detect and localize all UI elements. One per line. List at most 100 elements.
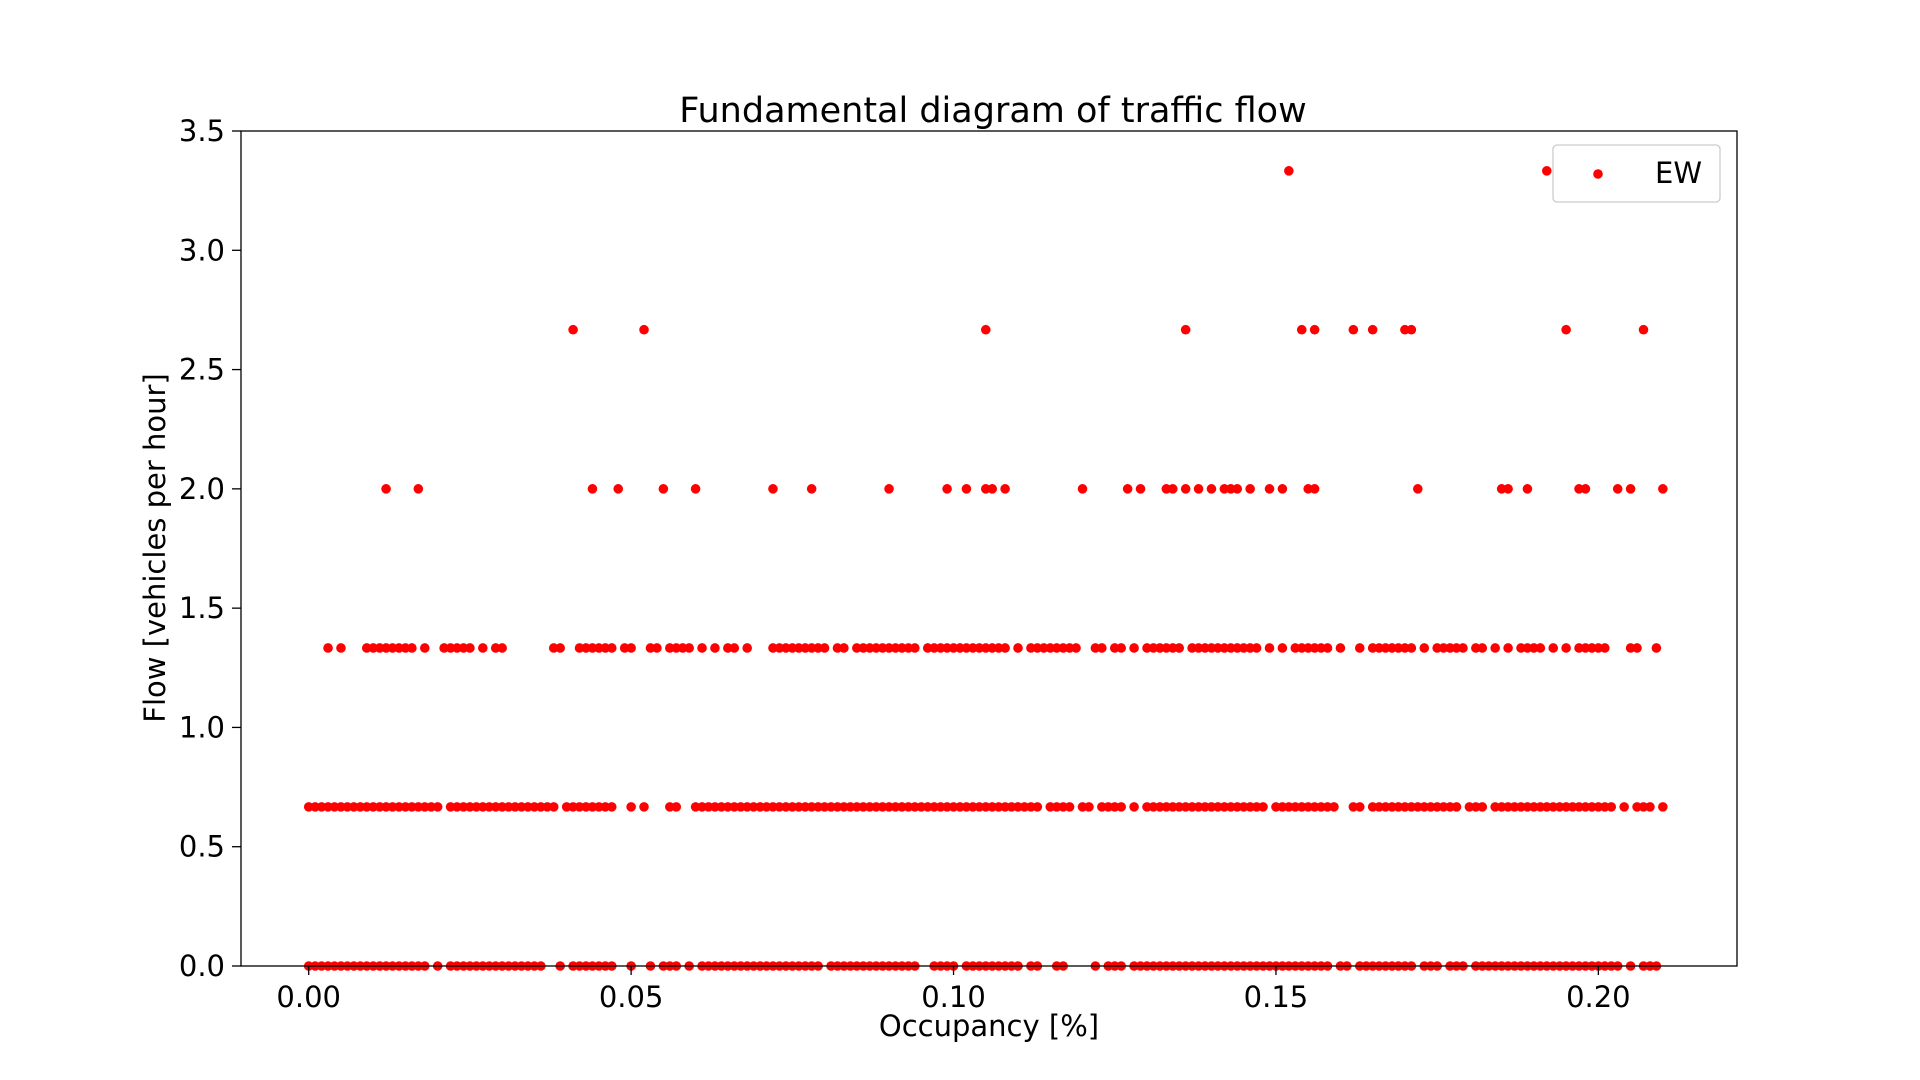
data-point — [1000, 484, 1010, 494]
y-axis-title: Flow [vehicles per hour] — [138, 373, 172, 722]
data-point — [1180, 324, 1191, 335]
x-tick-label: 0.00 — [276, 980, 341, 1014]
data-point — [684, 643, 694, 653]
data-point — [1129, 802, 1139, 812]
data-point — [1322, 643, 1333, 653]
data-point — [1335, 643, 1346, 653]
y-axis-ticks: 0.0 0.5 1.0 1.5 2.0 2.5 3.0 3.5 — [179, 114, 241, 983]
x-axis-ticks: 0.00 0.05 0.10 0.15 0.20 — [276, 966, 1631, 1014]
y-tick-label: 3.0 — [179, 233, 225, 267]
data-point — [1580, 484, 1591, 494]
data-point — [1658, 802, 1668, 812]
x-tick-label: 0.20 — [1566, 980, 1631, 1014]
data-point — [806, 484, 817, 494]
x-axis-title: Occupancy [%] — [879, 1009, 1099, 1043]
data-point — [1632, 643, 1642, 653]
data-point — [1251, 643, 1262, 653]
data-point — [910, 643, 920, 653]
y-tick-label: 2.5 — [179, 353, 225, 387]
data-point — [1477, 643, 1488, 653]
data-point — [1612, 484, 1623, 494]
data-point — [1277, 484, 1288, 494]
data-point — [497, 643, 507, 653]
data-point — [1406, 643, 1417, 653]
x-tick-label: 0.05 — [599, 980, 664, 1014]
data-point — [1419, 643, 1430, 653]
data-point — [690, 484, 701, 494]
data-point — [568, 324, 578, 335]
y-tick-label: 1.0 — [179, 710, 225, 744]
data-point — [381, 484, 391, 494]
data-point — [819, 643, 830, 653]
data-point — [839, 643, 849, 653]
data-point — [1658, 484, 1668, 494]
data-point — [1296, 324, 1307, 335]
data-point — [987, 484, 998, 494]
data-point — [407, 643, 417, 653]
data-point — [1600, 643, 1610, 653]
data-point — [639, 324, 649, 335]
data-point — [1097, 643, 1107, 653]
data-point — [548, 802, 559, 812]
data-point — [1264, 484, 1275, 494]
x-tick-label: 0.15 — [1244, 980, 1309, 1014]
data-point — [478, 643, 488, 653]
data-point — [697, 643, 707, 653]
y-tick-label: 0.0 — [179, 949, 225, 983]
x-tick-label: 0.10 — [921, 980, 986, 1014]
data-point — [626, 802, 636, 812]
data-point — [323, 643, 333, 653]
data-point — [1606, 802, 1617, 812]
legend: EW — [1552, 144, 1721, 203]
y-tick-label: 0.5 — [179, 830, 225, 864]
data-point — [1122, 484, 1133, 494]
data-point — [1561, 643, 1571, 653]
data-point — [1071, 643, 1081, 653]
data-point — [729, 643, 740, 653]
data-point — [1406, 324, 1417, 335]
data-point — [606, 643, 617, 653]
data-point — [1413, 484, 1423, 494]
data-point — [465, 643, 475, 653]
data-point — [626, 643, 636, 653]
data-point — [1232, 484, 1243, 494]
data-point — [1503, 643, 1513, 653]
data-point — [1258, 802, 1268, 812]
data-point — [555, 643, 565, 653]
data-point — [1245, 484, 1255, 494]
data-point — [1354, 802, 1365, 812]
data-points — [303, 166, 1668, 971]
data-point — [432, 802, 443, 812]
data-point — [1277, 643, 1288, 653]
chart-title: Fundamental diagram of traffic flow — [679, 91, 1306, 131]
data-point — [942, 484, 952, 494]
data-point — [1084, 802, 1094, 812]
legend-label-ew: EW — [1655, 156, 1702, 190]
data-point — [1477, 802, 1488, 812]
data-point — [1638, 324, 1649, 335]
legend-box — [1552, 144, 1721, 203]
data-point — [419, 643, 430, 653]
data-point — [639, 802, 649, 812]
data-point — [1619, 802, 1629, 812]
data-point — [1535, 643, 1546, 653]
data-point — [1541, 166, 1552, 176]
data-point — [1354, 643, 1365, 653]
data-point — [1522, 484, 1533, 494]
data-point — [413, 484, 424, 494]
data-point — [1013, 643, 1023, 653]
data-point — [587, 484, 598, 494]
data-point — [1135, 484, 1146, 494]
data-point — [1064, 802, 1075, 812]
data-point — [1032, 802, 1043, 812]
data-point — [1264, 643, 1275, 653]
data-point — [1077, 484, 1088, 494]
data-point — [606, 802, 617, 812]
data-point — [1193, 484, 1204, 494]
data-point — [1116, 643, 1126, 653]
plot-area-frame — [240, 130, 1738, 967]
data-point — [1206, 484, 1217, 494]
data-point — [1367, 324, 1378, 335]
data-point — [1000, 643, 1010, 653]
